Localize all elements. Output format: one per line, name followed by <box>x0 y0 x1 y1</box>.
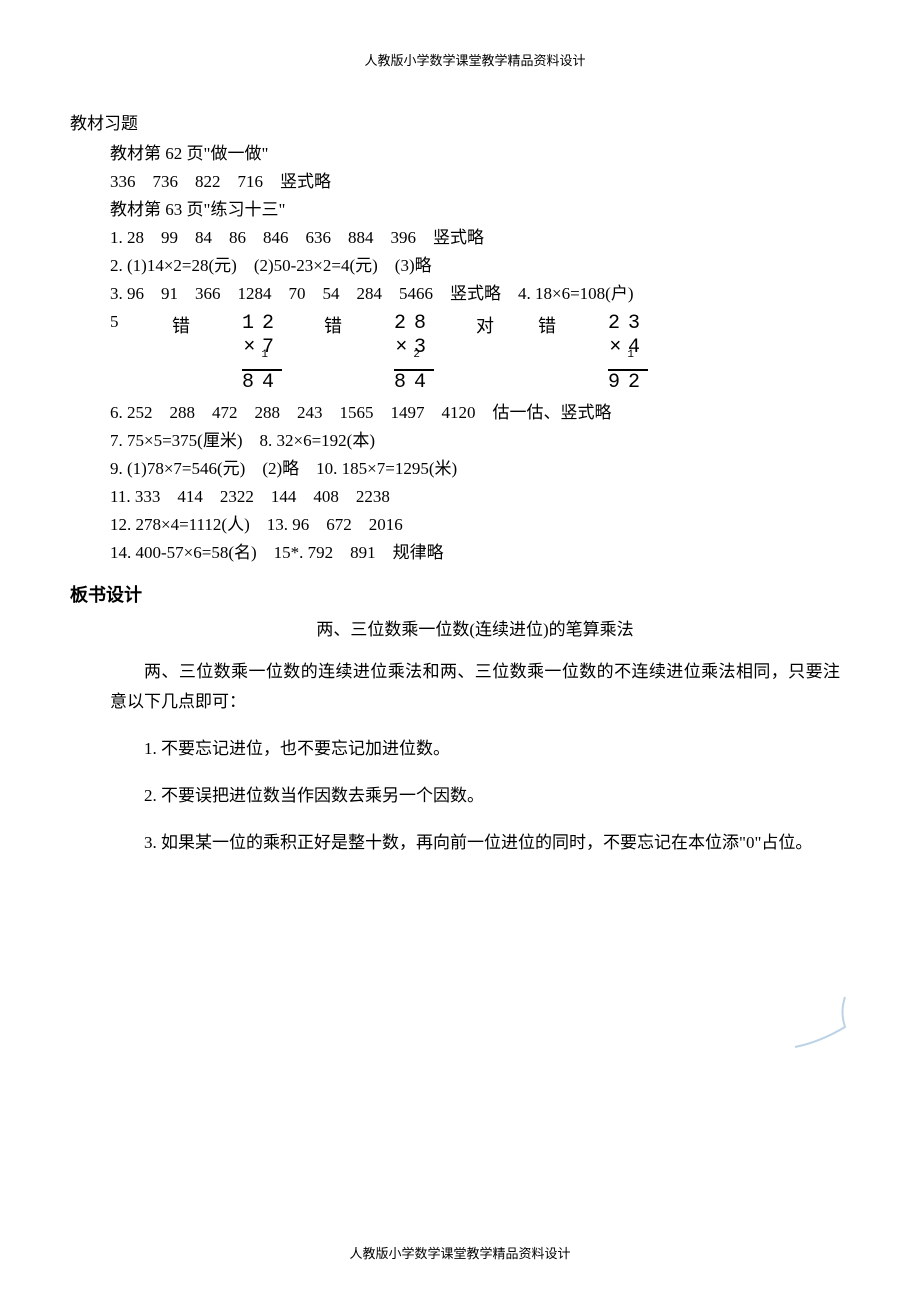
mark-wrong: 错 <box>324 312 344 338</box>
kaiti-item: 1. 不要忘记进位，也不要忘记加进位数。 <box>110 734 840 764</box>
page-root: 人教版小学数学课堂教学精品资料设计 教材习题 教材第 62 页"做一做" 336… <box>0 0 920 1302</box>
text-line: 2. (1)14×2=28(元) (2)50-23×2=4(元) (3)略 <box>110 252 840 280</box>
mark-wrong: 错 <box>172 312 192 338</box>
mark-correct: 对 <box>476 312 496 338</box>
text-line: 教材第 62 页"做一做" <box>110 140 840 168</box>
text-line: 9. (1)78×7=546(元) (2)略 10. 185×7=1295(米) <box>110 455 840 483</box>
vertical-multiplication-3: 23 ×14 92 <box>608 312 648 395</box>
vertical-multiplication-1: 12 ×17 84 <box>242 312 282 395</box>
board-center-title: 两、三位数乘一位数(连续进位)的笔算乘法 <box>110 615 840 640</box>
mul-mid: ×17 <box>242 336 282 371</box>
mul-top: 12 <box>242 312 282 336</box>
mul-top: 28 <box>394 312 434 336</box>
section-title-exercises: 教材习题 <box>70 109 840 134</box>
problem-5-row: 5 错 12 ×17 84 错 28 ×23 84 对 错 23 ×14 92 <box>110 312 840 395</box>
text-line: 教材第 63 页"练习十三" <box>110 196 840 224</box>
problem-number-5: 5 <box>110 312 130 332</box>
text-line: 6. 252 288 472 288 243 1565 1497 4120 估一… <box>110 399 840 427</box>
kaiti-paragraph: 两、三位数乘一位数的连续进位乘法和两、三位数乘一位数的不连续进位乘法相同，只要注… <box>110 657 840 717</box>
corner-decoration-icon <box>790 992 850 1052</box>
mul-top: 23 <box>608 312 648 336</box>
text-line: 14. 400-57×6=58(名) 15*. 792 891 规律略 <box>110 539 840 567</box>
text-line: 12. 278×4=1112(人) 13. 96 672 2016 <box>110 511 840 539</box>
mul-result: 84 <box>242 371 282 395</box>
text-line: 3. 96 91 366 1284 70 54 284 5466 竖式略 4. … <box>110 280 840 308</box>
mul-result: 92 <box>608 371 648 395</box>
text-line: 7. 75×5=375(厘米) 8. 32×6=192(本) <box>110 427 840 455</box>
text-line: 1. 28 99 84 86 846 636 884 396 竖式略 <box>110 224 840 252</box>
vertical-multiplication-2: 28 ×23 84 <box>394 312 434 395</box>
text-line: 11. 333 414 2322 144 408 2238 <box>110 483 840 511</box>
text-line: 336 736 822 716 竖式略 <box>110 168 840 196</box>
kaiti-item: 3. 如果某一位的乘积正好是整十数，再向前一位进位的同时，不要忘记在本位添"0"… <box>110 828 840 858</box>
mark-wrong: 错 <box>538 312 558 338</box>
mul-result: 84 <box>394 371 434 395</box>
kaiti-item: 2. 不要误把进位数当作因数去乘另一个因数。 <box>110 781 840 811</box>
board-design-title: 板书设计 <box>70 581 840 607</box>
page-footer: 人教版小学数学课堂教学精品资料设计 <box>0 1243 920 1262</box>
mul-mid: ×23 <box>394 336 434 371</box>
mul-mid: ×14 <box>608 336 648 371</box>
page-header: 人教版小学数学课堂教学精品资料设计 <box>110 50 840 69</box>
